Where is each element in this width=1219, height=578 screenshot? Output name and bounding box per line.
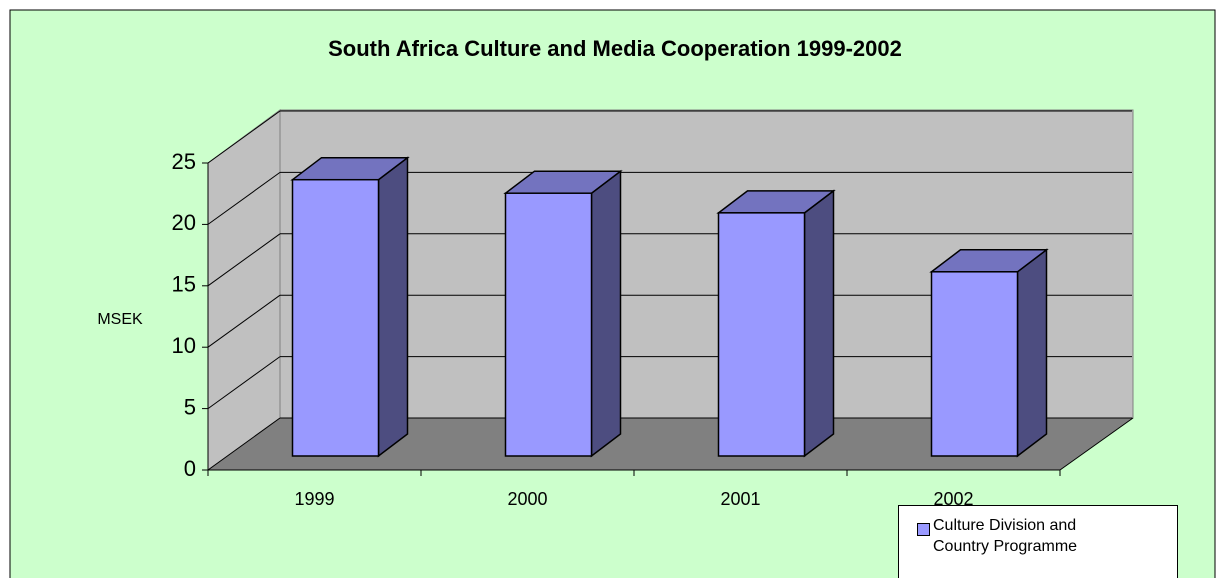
y-tick-label: 20 [172, 210, 196, 235]
y-tick-label: 15 [172, 272, 196, 297]
floor-edge [1059, 417, 1134, 471]
bar-side [803, 189, 835, 458]
x-tick-label: 1999 [294, 489, 334, 509]
floor [208, 418, 1133, 470]
y-axis-label: MSEK [97, 311, 143, 328]
x-tick-label: 2000 [507, 489, 547, 509]
bar-side [377, 156, 409, 458]
legend-label: Culture Division and Country Programme [933, 517, 1078, 555]
bar-side [590, 169, 622, 458]
chart-title: South Africa Culture and Media Cooperati… [328, 36, 902, 61]
y-tick-label: 0 [184, 456, 196, 481]
bar [717, 212, 806, 457]
grid-line [207, 294, 281, 348]
y-tick-label: 10 [172, 333, 196, 358]
grid-line [207, 171, 281, 225]
legend: Culture Division and Country Programme [898, 505, 1178, 578]
x-tick-label: 2001 [720, 489, 760, 509]
bar [291, 178, 380, 457]
y-tick-label: 25 [172, 149, 196, 174]
y-tick-label: 5 [184, 394, 196, 419]
grid-line [207, 356, 281, 410]
grid-line [207, 233, 281, 287]
bar-side [1016, 248, 1048, 458]
legend-swatch [917, 523, 930, 536]
bar [504, 192, 593, 457]
grid-line [207, 417, 281, 471]
grid-line [207, 110, 281, 164]
x-tick-label: 2002 [933, 489, 973, 509]
bar [930, 271, 1019, 457]
left-wall [207, 109, 281, 471]
